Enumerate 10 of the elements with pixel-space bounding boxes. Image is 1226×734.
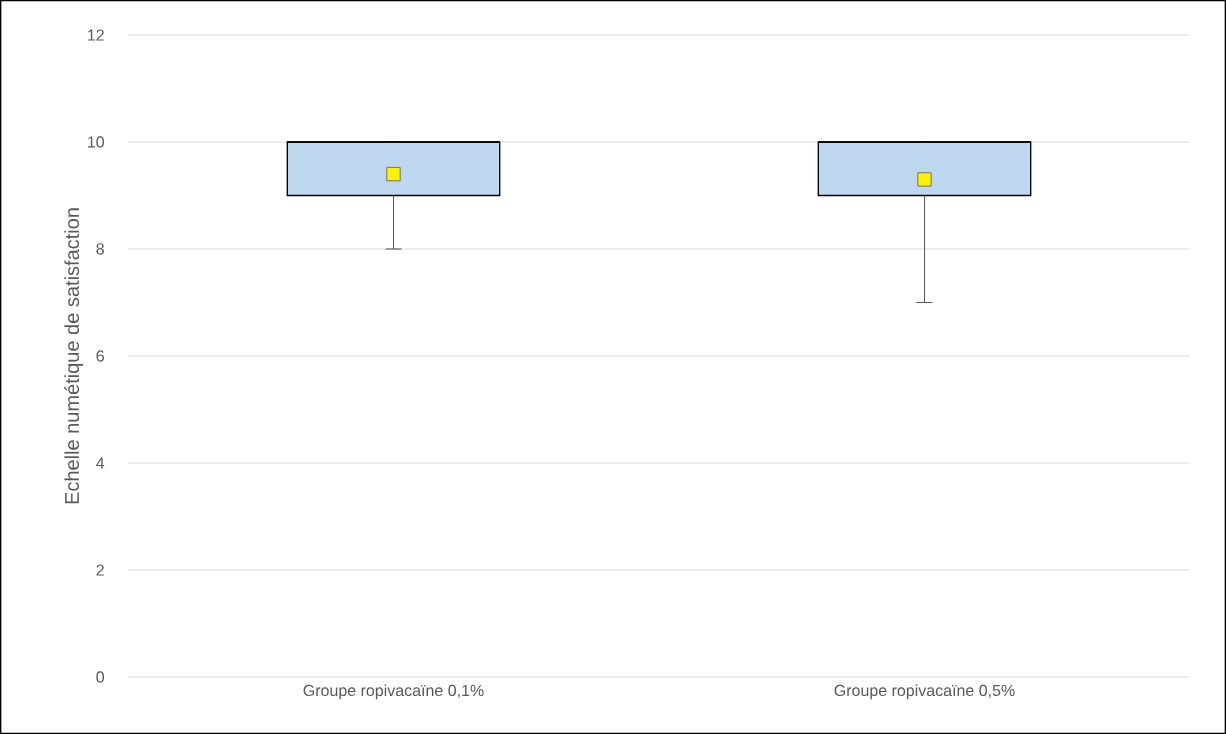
y-tick-label: 8 bbox=[96, 243, 104, 255]
x-tick-label: Groupe ropivacaïne 0,5% bbox=[834, 684, 1015, 700]
y-tick-label: 10 bbox=[88, 136, 105, 148]
y-tick-label: 6 bbox=[96, 350, 104, 362]
y-tick-label: 12 bbox=[88, 29, 104, 41]
y-axis-title: Echelle numétique de satisfaction bbox=[64, 208, 84, 504]
y-tick-label: 2 bbox=[96, 564, 104, 576]
x-tick-label: Groupe ropivacaïne 0,1% bbox=[303, 684, 484, 700]
y-tick-label: 4 bbox=[96, 457, 105, 469]
y-tick-label: 0 bbox=[96, 671, 105, 683]
